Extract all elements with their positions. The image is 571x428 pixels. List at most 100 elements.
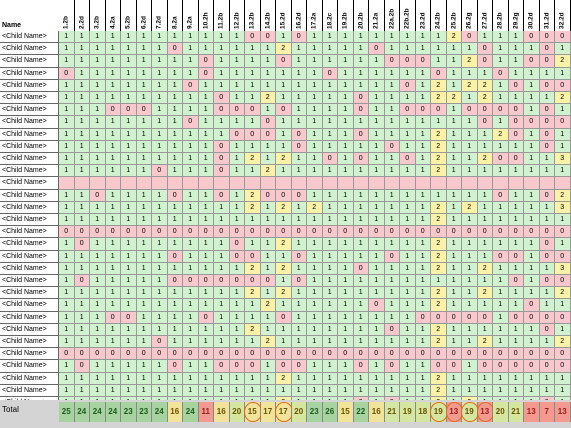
score-cell[interactable]: 1: [105, 299, 121, 312]
score-cell[interactable]: 1: [105, 287, 121, 300]
score-cell[interactable]: 1: [167, 214, 183, 227]
child-name-cell[interactable]: <Child Name>: [0, 201, 59, 214]
score-cell[interactable]: 1: [59, 287, 75, 300]
score-cell[interactable]: 1: [152, 250, 168, 263]
score-cell[interactable]: 0: [384, 360, 400, 373]
score-cell[interactable]: 2: [245, 287, 261, 300]
score-cell[interactable]: 1: [353, 250, 369, 263]
score-cell[interactable]: 2: [477, 92, 493, 105]
score-cell[interactable]: 1: [508, 262, 524, 275]
score-cell[interactable]: 1: [90, 165, 106, 178]
score-cell[interactable]: 1: [152, 360, 168, 373]
score-cell[interactable]: 1: [493, 323, 509, 336]
score-cell[interactable]: 1: [276, 67, 292, 80]
score-cell[interactable]: 1: [338, 323, 354, 336]
score-cell[interactable]: 1: [431, 116, 447, 129]
child-name-cell[interactable]: <Child Name>: [0, 384, 59, 397]
score-cell[interactable]: 1: [90, 128, 106, 141]
score-cell[interactable]: 1: [384, 372, 400, 385]
score-cell[interactable]: 1: [338, 262, 354, 275]
score-cell[interactable]: 1: [338, 140, 354, 153]
score-cell[interactable]: 1: [90, 323, 106, 336]
score-cell[interactable]: 1: [152, 238, 168, 251]
score-cell[interactable]: [338, 177, 354, 190]
score-cell[interactable]: 1: [322, 311, 338, 324]
score-cell[interactable]: 1: [105, 153, 121, 166]
score-cell[interactable]: 1: [539, 384, 555, 397]
score-cell[interactable]: 0: [508, 226, 524, 239]
score-cell[interactable]: 1: [291, 372, 307, 385]
score-cell[interactable]: 1: [307, 165, 323, 178]
score-cell[interactable]: 1: [415, 384, 431, 397]
score-cell[interactable]: 0: [198, 226, 214, 239]
score-cell[interactable]: 0: [539, 140, 555, 153]
score-cell[interactable]: 1: [245, 79, 261, 92]
score-cell[interactable]: 2: [555, 92, 571, 105]
score-cell[interactable]: 0: [477, 348, 493, 361]
score-cell[interactable]: 1: [400, 43, 416, 56]
score-cell[interactable]: 1: [245, 165, 261, 178]
score-cell[interactable]: 1: [105, 250, 121, 263]
score-cell[interactable]: 2: [477, 336, 493, 349]
score-cell[interactable]: 1: [136, 79, 152, 92]
score-cell[interactable]: 1: [90, 384, 106, 397]
score-cell[interactable]: 1: [462, 43, 478, 56]
score-cell[interactable]: 1: [260, 287, 276, 300]
score-cell[interactable]: 1: [74, 43, 90, 56]
score-cell[interactable]: 1: [400, 311, 416, 324]
score-cell[interactable]: 0: [245, 128, 261, 141]
score-cell[interactable]: 1: [431, 55, 447, 68]
score-cell[interactable]: 0: [369, 43, 385, 56]
score-cell[interactable]: 1: [245, 299, 261, 312]
score-cell[interactable]: 1: [415, 201, 431, 214]
score-cell[interactable]: 0: [400, 79, 416, 92]
score-cell[interactable]: 1: [524, 262, 540, 275]
score-cell[interactable]: 1: [415, 214, 431, 227]
score-cell[interactable]: 0: [539, 104, 555, 117]
score-cell[interactable]: 1: [183, 323, 199, 336]
score-cell[interactable]: 1: [136, 140, 152, 153]
score-cell[interactable]: 1: [446, 189, 462, 202]
score-cell[interactable]: 0: [121, 226, 137, 239]
score-cell[interactable]: 1: [152, 323, 168, 336]
score-cell[interactable]: 1: [338, 43, 354, 56]
score-cell[interactable]: 1: [183, 250, 199, 263]
score-cell[interactable]: 1: [198, 336, 214, 349]
score-cell[interactable]: 1: [214, 31, 230, 44]
score-cell[interactable]: 1: [524, 384, 540, 397]
score-cell[interactable]: 1: [260, 140, 276, 153]
score-cell[interactable]: 1: [555, 323, 571, 336]
score-cell[interactable]: 0: [167, 226, 183, 239]
score-cell[interactable]: 1: [276, 250, 292, 263]
score-cell[interactable]: 1: [152, 31, 168, 44]
score-cell[interactable]: 1: [229, 31, 245, 44]
score-cell[interactable]: 1: [384, 214, 400, 227]
score-cell[interactable]: 0: [539, 275, 555, 288]
score-cell[interactable]: 1: [245, 214, 261, 227]
score-cell[interactable]: 1: [291, 92, 307, 105]
score-cell[interactable]: 1: [105, 43, 121, 56]
score-cell[interactable]: 2: [245, 262, 261, 275]
score-cell[interactable]: 1: [59, 336, 75, 349]
score-cell[interactable]: 0: [555, 116, 571, 129]
score-cell[interactable]: 1: [369, 140, 385, 153]
score-cell[interactable]: [493, 177, 509, 190]
score-cell[interactable]: 0: [167, 189, 183, 202]
score-cell[interactable]: 1: [462, 299, 478, 312]
score-cell[interactable]: 1: [90, 238, 106, 251]
score-cell[interactable]: 1: [229, 116, 245, 129]
score-cell[interactable]: 0: [322, 67, 338, 80]
score-cell[interactable]: 1: [198, 201, 214, 214]
score-cell[interactable]: 1: [291, 165, 307, 178]
score-cell[interactable]: 1: [322, 55, 338, 68]
score-cell[interactable]: [415, 177, 431, 190]
score-cell[interactable]: 1: [183, 201, 199, 214]
score-cell[interactable]: 1: [167, 128, 183, 141]
score-cell[interactable]: 0: [260, 189, 276, 202]
score-cell[interactable]: 1: [152, 384, 168, 397]
score-cell[interactable]: 2: [431, 201, 447, 214]
score-cell[interactable]: 1: [307, 336, 323, 349]
child-name-cell[interactable]: <Child Name>: [0, 128, 59, 141]
score-cell[interactable]: 2: [477, 287, 493, 300]
score-cell[interactable]: 1: [384, 311, 400, 324]
